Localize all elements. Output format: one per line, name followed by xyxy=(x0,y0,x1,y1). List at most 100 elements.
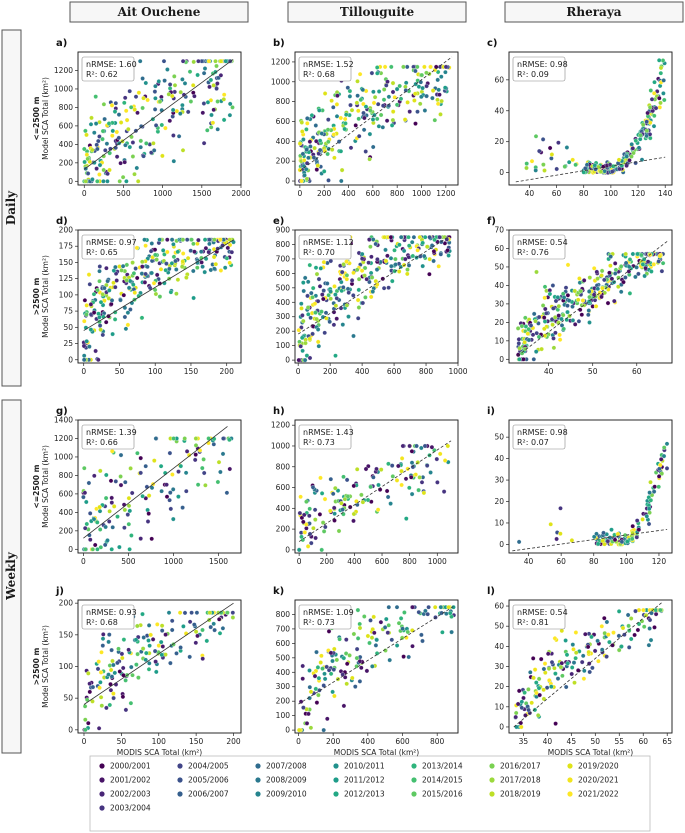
scatter-point xyxy=(381,97,387,102)
y-axis-label: >2500 mModel SCA Total (km²) xyxy=(32,255,50,338)
scatter-point xyxy=(419,445,424,451)
scatter-point xyxy=(361,101,366,107)
scatter-point xyxy=(221,97,227,102)
scatter-point xyxy=(195,633,200,639)
scatter-point xyxy=(556,313,561,318)
scatter-point xyxy=(553,330,558,336)
y-tick-label: 600 xyxy=(59,489,74,498)
scatter-point xyxy=(96,138,101,144)
scatter-point xyxy=(97,315,102,320)
scatter-point xyxy=(526,326,531,332)
panel-letter: a) xyxy=(56,38,67,49)
scatter-point xyxy=(513,710,519,716)
scatter-point xyxy=(435,77,440,83)
scatter-point xyxy=(159,623,165,628)
legend-label: 2007/2008 xyxy=(266,762,307,771)
scatter-point xyxy=(595,541,601,547)
scatter-point xyxy=(548,522,553,527)
y-tick-label: 40 xyxy=(494,454,504,463)
scatter-point xyxy=(396,620,402,626)
scatter-point xyxy=(227,101,233,107)
scatter-point xyxy=(356,116,361,122)
scatter-point xyxy=(612,261,618,266)
scatter-point xyxy=(339,501,344,506)
scatter-point xyxy=(97,162,103,168)
scatter-point xyxy=(658,457,664,462)
scatter-point xyxy=(224,490,230,496)
scatter-point xyxy=(351,511,357,517)
y-tick-label: 0 xyxy=(68,545,73,554)
scatter-point xyxy=(648,135,653,141)
scatter-point xyxy=(356,108,361,114)
scatter-point xyxy=(573,162,578,168)
y-tick-label: 0 xyxy=(499,168,504,177)
scatter-point xyxy=(375,71,380,76)
legend-frame xyxy=(89,755,651,832)
legend-label: 2000/2001 xyxy=(110,762,151,771)
scatter-point xyxy=(142,237,147,242)
scatter-point xyxy=(369,70,375,76)
scatter-point xyxy=(167,497,172,503)
scatter-point xyxy=(101,102,107,107)
scatter-point xyxy=(308,315,313,321)
scatter-point xyxy=(429,243,435,248)
scatter-point xyxy=(518,720,524,726)
scatter-point xyxy=(121,292,127,298)
scatter-point xyxy=(307,506,312,512)
scatter-point xyxy=(570,642,576,647)
scatter-point xyxy=(604,619,610,625)
scatter-point xyxy=(122,507,128,513)
scatter-point xyxy=(538,656,544,662)
scatter-point xyxy=(332,693,337,699)
scatter-point xyxy=(559,660,565,666)
scatter-point xyxy=(87,344,92,349)
scatter-point xyxy=(87,282,93,287)
scatter-point xyxy=(542,168,547,173)
scatter-point xyxy=(140,259,145,265)
scatter-point xyxy=(549,659,555,665)
scatter-point xyxy=(371,475,376,480)
scatter-point xyxy=(117,669,123,674)
scatter-point xyxy=(359,251,365,257)
nrmse-label: nRMSE: 1.09 xyxy=(303,608,354,617)
y-tick-label: 200 xyxy=(59,158,74,167)
scatter-point xyxy=(97,264,103,269)
y-tick-label: 150 xyxy=(59,630,74,639)
scatter-point xyxy=(209,112,214,118)
legend-marker xyxy=(411,763,417,769)
scatter-point xyxy=(584,162,590,168)
scatter-point xyxy=(304,127,309,132)
scatter-point xyxy=(329,98,334,103)
scatter-point xyxy=(649,610,654,616)
scatter-point xyxy=(326,667,332,673)
scatter-point xyxy=(229,249,235,255)
scatter-point xyxy=(390,474,396,479)
scatter-point xyxy=(314,700,320,705)
scatter-point xyxy=(143,271,148,277)
scatter-point xyxy=(636,527,642,532)
scatter-point xyxy=(656,259,661,264)
scatter-point xyxy=(641,607,646,613)
y-tick-label: 1200 xyxy=(54,66,73,75)
scatter-point xyxy=(618,289,624,295)
scatter-point xyxy=(359,256,365,261)
scatter-point xyxy=(299,178,304,184)
regression-line xyxy=(297,235,451,335)
scatter-point xyxy=(367,279,372,285)
scatter-point xyxy=(123,678,128,683)
legend-label: 2010/2011 xyxy=(344,762,385,771)
x-tick-label: 60 xyxy=(632,367,642,376)
scatter-point xyxy=(413,68,418,74)
scatter-point xyxy=(92,130,97,135)
y-tick-label: 400 xyxy=(59,140,74,149)
regression-line xyxy=(515,156,666,183)
legend-entry: 2009/2010 xyxy=(255,790,307,799)
scatter-point xyxy=(171,158,177,164)
scatter-point xyxy=(400,443,406,449)
scatter-point xyxy=(333,303,339,308)
scatter-point xyxy=(332,511,337,516)
scatter-point xyxy=(367,156,372,162)
scatter-point xyxy=(86,671,91,676)
scatter-point xyxy=(392,268,397,274)
legend-entry: 2000/2001 xyxy=(99,762,151,771)
